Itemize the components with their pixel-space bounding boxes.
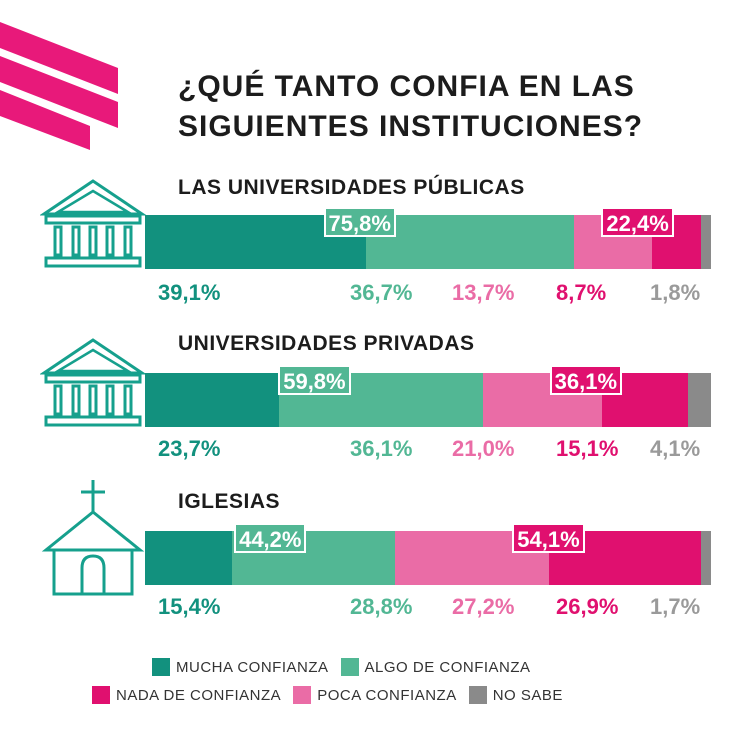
value-label-algo: 36,7% [350,280,413,305]
legend-label: NADA DE CONFIANZA [116,686,282,704]
legend-label: NO SABE [492,686,563,704]
negative-total-label: 22,4% [601,207,674,237]
value-label-algo: 36,1% [350,436,413,461]
value-label-nada: 26,9% [556,594,619,619]
value-label-nada: 15,1% [556,436,619,461]
legend-item: NO SABE [468,686,563,704]
value-label-algo: 28,8% [350,594,413,619]
bar-segment-mucha [145,531,233,585]
bar-segment-mucha [145,373,280,427]
chart-title-line-2: SIGUIENTES INSTITUCIONES? [178,110,644,143]
legend-row: MUCHA CONFIANZA ALGO DE CONFIANZA [152,658,543,676]
value-label-no-sabe: 1,7% [650,594,701,619]
university-building-icon [40,179,146,268]
bar-segment-no-sabe [700,215,712,269]
value-label-nada: 8,7% [556,280,607,305]
value-label-poca: 13,7% [452,280,515,305]
stacked-bar: 59,8% 36,1% [145,365,712,427]
negative-total-label: 54,1% [512,523,585,553]
negative-total-label: 36,1% [549,365,623,395]
church-icon [41,480,145,596]
value-label-no-sabe: 1,8% [650,280,701,305]
value-label-poca: 27,2% [452,594,515,619]
value-label-no-sabe: 4,1% [650,436,701,461]
legend-swatch [152,658,170,676]
stacked-bar: 75,8% 22,4% [145,207,712,269]
university-building-icon [40,338,146,427]
legend-label: ALGO DE CONFIANZA [364,658,531,676]
legend-item: ALGO DE CONFIANZA [340,658,531,676]
legend-swatch [293,686,312,704]
panel-title: IGLESIAS [178,490,281,513]
legend-swatch [92,686,110,704]
panel-title: LAS UNIVERSIDADES PÚBLICAS [178,176,525,199]
positive-total-label: 75,8% [323,207,396,237]
value-label-poca: 21,0% [452,436,515,461]
value-label-mucha: 39,1% [158,280,221,305]
bar-segment-no-sabe [687,373,712,427]
bar-segment-algo [366,215,575,269]
brand-stripes-logo [0,22,118,150]
value-label-mucha: 15,4% [158,594,221,619]
bar-segment-no-sabe [701,531,712,585]
legend-item: NADA DE CONFIANZA [92,686,281,704]
legend-label: MUCHA CONFIANZA [176,658,329,676]
value-label-mucha: 23,7% [158,436,221,461]
positive-total-label: 44,2% [234,523,307,553]
chart-title-line-1: ¿QUÉ TANTO CONFIA EN LAS [178,70,635,103]
legend-swatch [340,658,359,676]
legend-swatch [468,686,487,704]
positive-total-label: 59,8% [278,365,351,395]
legend-label: POCA CONFIANZA [317,686,457,704]
legend-item: MUCHA CONFIANZA [152,658,329,676]
stacked-bar: 44,2% 54,1% [145,523,712,585]
legend-item: POCA CONFIANZA [293,686,457,704]
legend-row: NADA DE CONFIANZA POCA CONFIANZA NO SABE [92,686,575,704]
panel-title: UNIVERSIDADES PRIVADAS [178,332,475,355]
